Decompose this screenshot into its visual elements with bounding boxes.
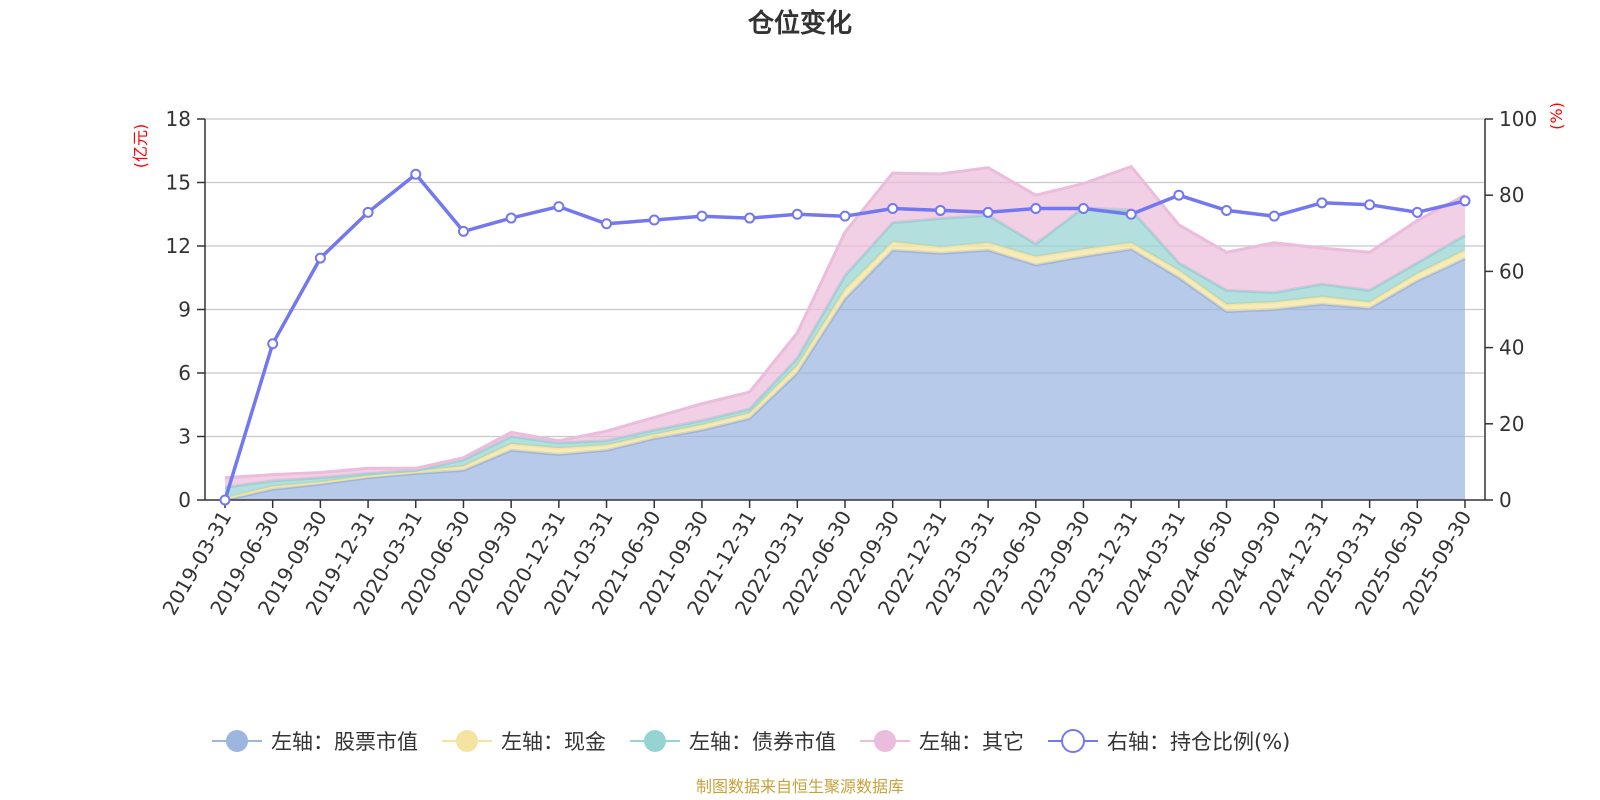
left-axis-tick-label: 9 — [178, 298, 191, 322]
left-axis-tick-label: 3 — [178, 425, 191, 449]
ratio-point — [219, 494, 231, 506]
right-axis-tick-label: 0 — [1499, 488, 1512, 512]
legend-label: 左轴：债券市值 — [689, 730, 836, 754]
legend: 左轴：股票市值 左轴：现金 左轴：债券市值 左轴：其它 右轴：持仓比例(%) — [212, 729, 1290, 754]
left-axis-tick-label: 6 — [178, 361, 191, 385]
legend-item-3: 左轴：债券市值 — [630, 730, 836, 754]
stacked-areas — [224, 164, 1466, 502]
ratio-point — [791, 208, 803, 220]
right-axis-tick-label: 40 — [1499, 336, 1524, 360]
legend-item-2: 左轴：现金 — [442, 730, 606, 754]
chart-title: 仓位变化 — [747, 8, 852, 39]
legend-marker — [874, 730, 896, 752]
legend-item-5: 右轴：持仓比例(%) — [1048, 729, 1290, 754]
left-axis-unit: (亿元) — [131, 124, 150, 169]
right-axis-tick-label: 100 — [1499, 107, 1537, 131]
legend-item-4: 左轴：其它 — [860, 730, 1024, 754]
ratio-point — [601, 218, 613, 230]
legend-label: 左轴：股票市值 — [271, 730, 418, 754]
area-series-4-edge — [224, 164, 1466, 480]
left-axis-tick-label: 12 — [166, 234, 191, 258]
ratio-point — [934, 204, 946, 216]
ratio-point — [553, 201, 565, 213]
ratio-point — [648, 214, 660, 226]
area-series-2 — [225, 241, 1465, 501]
ratio-point — [982, 206, 994, 218]
ratio-point — [457, 225, 469, 237]
ratio-point — [1459, 195, 1471, 207]
ratio-point — [362, 206, 374, 218]
right-axis-tick-label: 60 — [1499, 259, 1524, 283]
ratio-point — [1125, 208, 1137, 220]
source-note: 制图数据来自恒生聚源数据库 — [696, 777, 904, 796]
right-axis-unit: (%) — [1547, 102, 1566, 130]
ratio-point — [887, 203, 899, 215]
area-series-1 — [225, 249, 1465, 500]
ratio-point — [1030, 203, 1042, 215]
legend-label: 左轴：现金 — [501, 730, 606, 754]
ratio-point — [1316, 197, 1328, 209]
ratio-point — [1364, 199, 1376, 211]
ratio-point — [1411, 206, 1423, 218]
ratio-point — [1077, 203, 1089, 215]
right-axis-tick-label: 20 — [1499, 412, 1524, 436]
legend-marker-hollow — [1061, 729, 1085, 753]
ratio-point — [267, 338, 279, 350]
ratio-point — [1173, 189, 1185, 201]
left-axis-tick-label: 0 — [178, 488, 191, 512]
ratio-point — [744, 212, 756, 224]
ratio-point — [505, 212, 517, 224]
ratio-point — [1221, 204, 1233, 216]
left-axis-tick-label: 18 — [166, 107, 191, 131]
ratio-point — [314, 252, 326, 264]
ratio-point — [1268, 210, 1280, 222]
legend-marker — [456, 730, 478, 752]
ratio-point — [696, 210, 708, 222]
legend-marker — [644, 730, 666, 752]
ratio-line — [219, 168, 1471, 506]
ratio-point — [410, 168, 422, 180]
legend-label: 右轴：持仓比例(%) — [1107, 730, 1290, 754]
ratio-point — [839, 210, 851, 222]
legend-label: 左轴：其它 — [919, 730, 1024, 754]
legend-marker — [226, 730, 248, 752]
left-axis-tick-label: 15 — [166, 171, 191, 195]
right-axis-tick-label: 80 — [1499, 183, 1524, 207]
legend-item-1: 左轴：股票市值 — [212, 730, 418, 754]
